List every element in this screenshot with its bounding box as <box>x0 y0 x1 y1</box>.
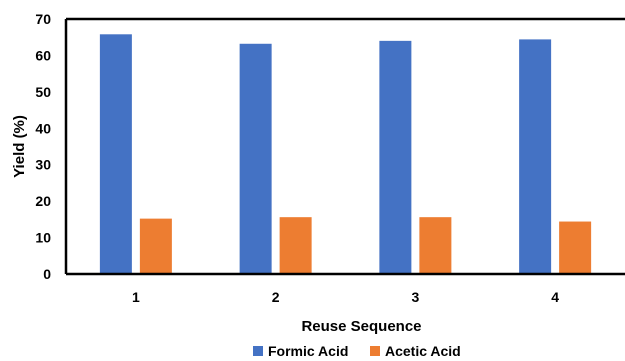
bar-formic-acid-4 <box>519 39 552 275</box>
y-tick-label: 0 <box>43 266 51 282</box>
x-axis-title: Reuse Sequence <box>301 318 421 335</box>
y-tick-label: 50 <box>35 84 51 100</box>
x-tick-label: 4 <box>551 289 559 305</box>
y-tick-label: 40 <box>35 120 51 136</box>
bars-layer <box>99 34 592 275</box>
bar-formic-acid-2 <box>239 43 272 275</box>
x-tick-label: 3 <box>411 289 419 305</box>
legend-label-formic-acid: Formic Acid <box>268 343 348 359</box>
x-tick-label: 2 <box>272 289 280 305</box>
bar-acetic-acid-2 <box>279 217 312 274</box>
y-tick-label: 70 <box>35 11 51 27</box>
legend: Formic Acid Acetic Acid <box>253 343 461 359</box>
y-tick-labels: 0 10 20 30 40 50 60 70 <box>35 11 51 282</box>
y-tick-label: 30 <box>35 157 51 173</box>
y-tick-label: 20 <box>35 193 51 209</box>
bar-acetic-acid-1 <box>139 218 172 274</box>
legend-swatch-acetic-acid <box>370 346 380 356</box>
x-tick-label: 1 <box>132 289 140 305</box>
bar-acetic-acid-3 <box>419 217 452 274</box>
bar-acetic-acid-4 <box>559 221 592 274</box>
legend-label-acetic-acid: Acetic Acid <box>385 343 461 359</box>
bar-formic-acid-1 <box>99 34 132 274</box>
y-axis-title: Yield (%) <box>11 115 28 178</box>
legend-swatch-formic-acid <box>253 346 263 356</box>
x-tick-labels: 1 2 3 4 <box>132 289 559 305</box>
y-tick-label: 60 <box>35 47 51 63</box>
y-tick-label: 10 <box>35 230 51 246</box>
bar-formic-acid-3 <box>379 40 412 274</box>
